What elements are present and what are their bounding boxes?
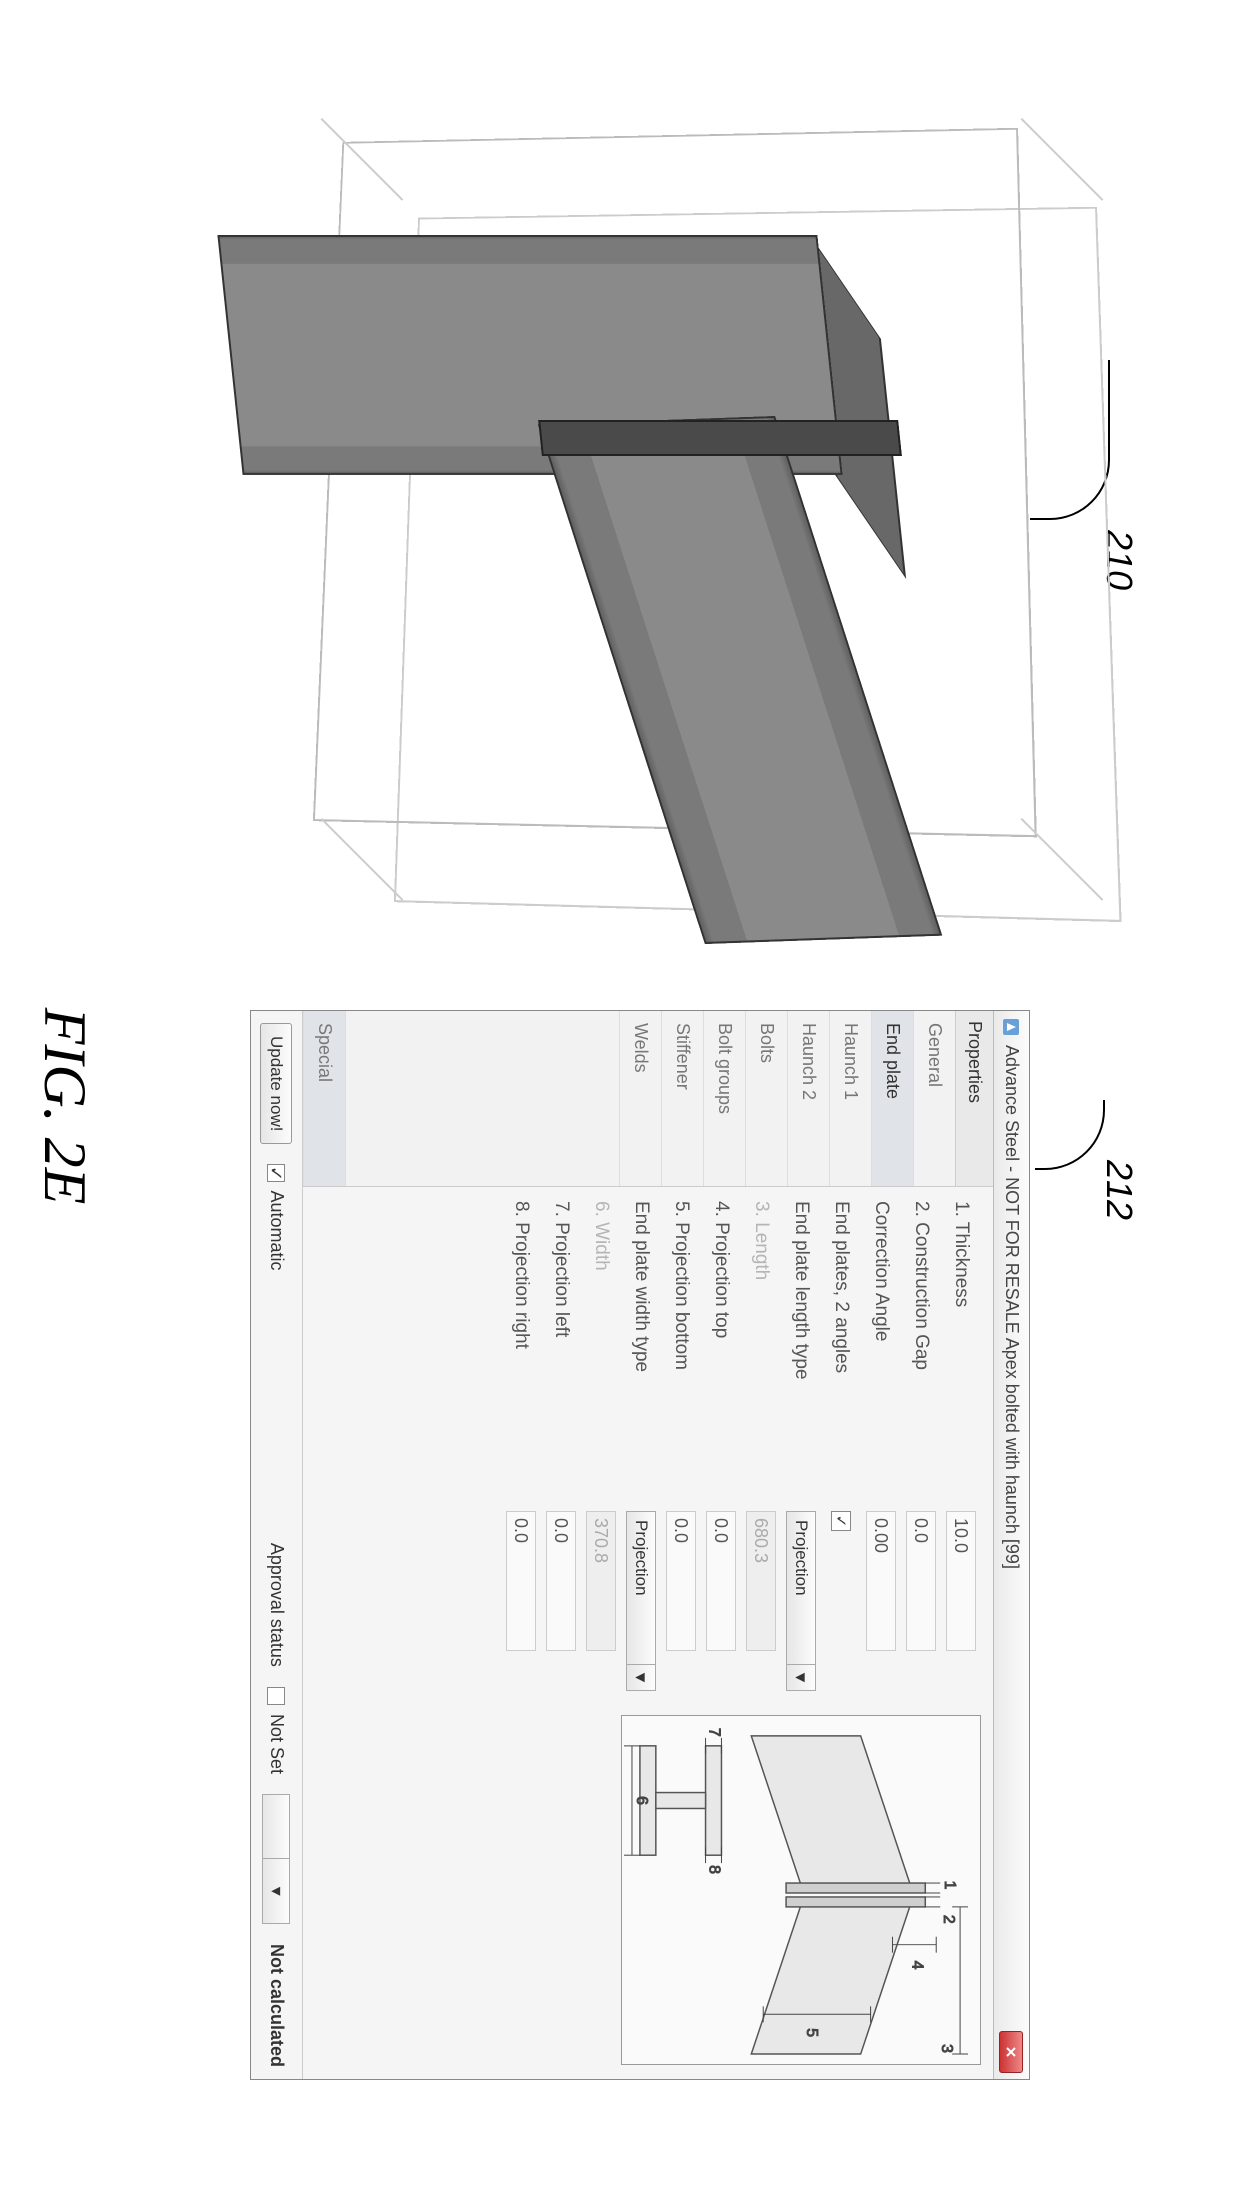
field-row: 2. Construction Gap 0.0	[901, 1201, 941, 1699]
field-input[interactable]: 0.0	[906, 1511, 936, 1651]
field-row: 5. Projection bottom 0.0	[661, 1201, 701, 1699]
combo-value: Projection	[791, 1512, 811, 1664]
svg-text:3: 3	[938, 2044, 955, 2053]
field-row: 3. Length 680.3	[741, 1201, 781, 1699]
app-icon	[1002, 1017, 1022, 1037]
field-row: 1. Thickness 10.0	[941, 1201, 981, 1699]
field-input[interactable]: 0.0	[706, 1511, 736, 1651]
svg-text:6: 6	[633, 1796, 650, 1805]
approval-notset-toggle[interactable]: Not Set	[266, 1687, 287, 1774]
render-3d-viewport	[260, 120, 1020, 820]
chevron-down-icon: ▾	[627, 1664, 655, 1690]
chevron-down-icon: ▾	[787, 1664, 815, 1690]
field-label: Correction Angle	[870, 1201, 892, 1501]
approval-notset-label: Not Set	[267, 1714, 287, 1774]
field-input[interactable]: 0.0	[666, 1511, 696, 1651]
properties-dialog: Advance Steel - NOT FOR RESALE Apex bolt…	[250, 1010, 1030, 2080]
box-edge	[1021, 118, 1104, 201]
field-label: 7. Projection left	[550, 1201, 572, 1501]
dialog-footer: Update now! ✓ Automatic Approval status …	[251, 1011, 303, 2079]
field-label: End plate width type	[630, 1201, 652, 1501]
field-combo[interactable]: Projection▾	[786, 1511, 816, 1691]
tab-haunch-2[interactable]: Haunch 2	[787, 1011, 829, 1186]
approval-status-label: Approval status	[266, 1543, 287, 1667]
field-label: End plates, 2 angles	[830, 1201, 852, 1501]
calculation-status: Not calculated	[266, 1944, 287, 2067]
tab-welds[interactable]: Welds	[619, 1011, 661, 1186]
field-row: 6. Width 370.8	[581, 1201, 621, 1699]
field-label: 8. Projection right	[510, 1201, 532, 1501]
field-label: 6. Width	[590, 1201, 612, 1501]
figure-label: FIG. 2E	[30, 1008, 99, 1205]
svg-text:1: 1	[941, 1881, 958, 1890]
field-label: End plate length type	[790, 1201, 812, 1501]
field-input[interactable]: 0.0	[546, 1511, 576, 1651]
field-label: 5. Projection bottom	[670, 1201, 692, 1501]
model-end-plate	[538, 420, 902, 456]
approval-status-select[interactable]: ▾	[263, 1794, 291, 1924]
tab-bolt-groups[interactable]: Bolt groups	[703, 1011, 745, 1186]
svg-text:8: 8	[706, 1865, 723, 1874]
field-row: 4. Projection top 0.0	[701, 1201, 741, 1699]
field-row: 7. Projection left 0.0	[541, 1201, 581, 1699]
svg-text:7: 7	[706, 1728, 723, 1737]
dialog-titlebar[interactable]: Advance Steel - NOT FOR RESALE Apex bolt…	[993, 1011, 1029, 2079]
dialog-title: Advance Steel - NOT FOR RESALE Apex bolt…	[1001, 1045, 1022, 2031]
box-edge	[321, 818, 404, 901]
field-combo[interactable]: Projection▾	[626, 1511, 656, 1691]
automatic-checkbox[interactable]: ✓	[267, 1164, 285, 1182]
field-input[interactable]: 0.0	[506, 1511, 536, 1651]
automatic-label: Automatic	[267, 1190, 287, 1270]
svg-text:4: 4	[908, 1961, 925, 1970]
field-label: 4. Projection top	[710, 1201, 732, 1501]
callout-212: 212	[1098, 1160, 1140, 1220]
field-row: 8. Projection right 0.0	[501, 1201, 541, 1699]
update-now-button[interactable]: Update now!	[261, 1023, 293, 1144]
svg-text:2: 2	[940, 1915, 957, 1924]
tab-bolts[interactable]: Bolts	[745, 1011, 787, 1186]
close-button[interactable]	[1000, 2031, 1024, 2073]
parameter-diagram: 1 2 3 4	[621, 1715, 981, 2065]
tab-general[interactable]: General	[913, 1011, 955, 1186]
automatic-toggle[interactable]: ✓ Automatic	[266, 1164, 287, 1270]
field-label: 2. Construction Gap	[910, 1201, 932, 1501]
tab-stiffener[interactable]: Stiffener	[661, 1011, 703, 1186]
tab-end-plate[interactable]: End plate	[871, 1011, 913, 1186]
field-input[interactable]: 0.00	[866, 1511, 896, 1651]
field-row: End plate length type Projection▾	[781, 1201, 821, 1699]
tabs-header: Properties	[955, 1011, 993, 1186]
approval-checkbox[interactable]	[267, 1687, 285, 1705]
tabs-sidebar: Properties GeneralEnd plateHaunch 1Haunc…	[303, 1011, 993, 1187]
svg-text:5: 5	[803, 2028, 820, 2037]
combo-value: Projection	[631, 1512, 651, 1664]
chevron-down-icon: ▾	[264, 1858, 290, 1923]
field-input[interactable]: 10.0	[946, 1511, 976, 1651]
field-row: Correction Angle 0.00	[861, 1201, 901, 1699]
field-input: 370.8	[586, 1511, 616, 1651]
properties-fields: 1. Thickness10.02. Construction Gap0.0Co…	[303, 1187, 993, 1707]
tab-special[interactable]: Special	[303, 1011, 345, 1186]
field-input: 680.3	[746, 1511, 776, 1651]
field-row: End plates, 2 angles ✓	[821, 1201, 861, 1699]
tab-haunch-1[interactable]: Haunch 1	[829, 1011, 871, 1186]
field-label: 3. Length	[750, 1201, 772, 1501]
field-label: 1. Thickness	[950, 1201, 972, 1501]
field-row: End plate width type Projection▾	[621, 1201, 661, 1699]
tabs-spacer	[345, 1011, 619, 1186]
field-checkbox[interactable]: ✓	[831, 1511, 851, 1531]
callout-212-lead	[1035, 1100, 1105, 1170]
